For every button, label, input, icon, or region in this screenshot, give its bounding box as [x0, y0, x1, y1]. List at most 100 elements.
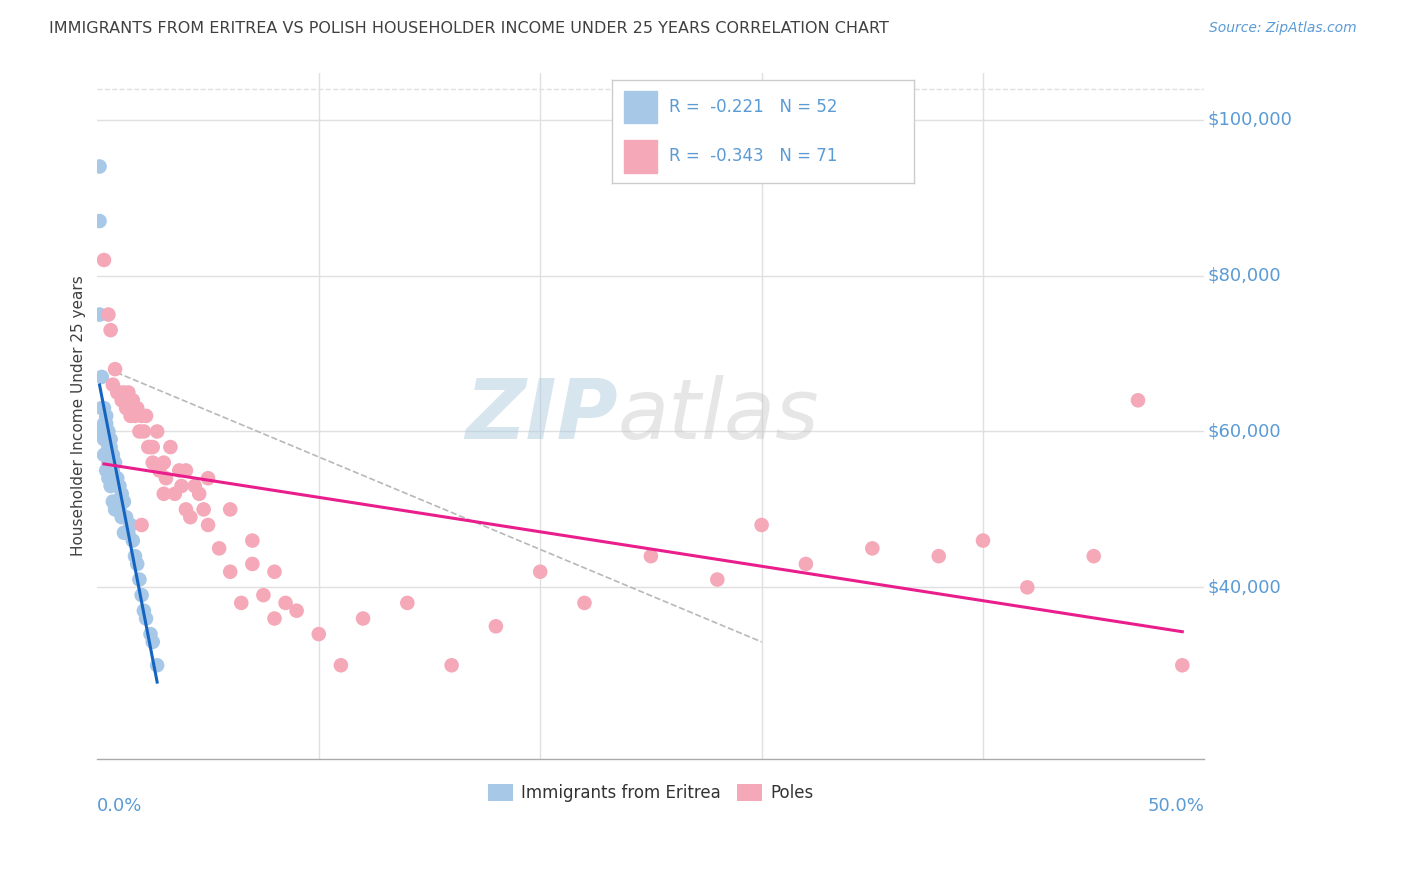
Point — [100, 456, 122, 470]
Point — [1126, 393, 1149, 408]
Point — [105, 494, 128, 508]
Point — [89, 160, 111, 174]
Point — [274, 596, 297, 610]
Point — [93, 432, 115, 446]
Point — [135, 611, 157, 625]
Point — [112, 494, 135, 508]
Point — [120, 409, 142, 423]
Point — [155, 471, 177, 485]
Point — [146, 425, 169, 439]
Point — [197, 471, 219, 485]
Point — [751, 518, 773, 533]
Point — [352, 611, 374, 625]
Point — [97, 471, 120, 485]
Point — [104, 362, 127, 376]
Point — [111, 487, 134, 501]
Point — [640, 549, 662, 563]
Y-axis label: Householder Income Under 25 years: Householder Income Under 25 years — [72, 276, 86, 557]
Point — [124, 409, 146, 423]
Point — [101, 494, 124, 508]
Point — [101, 448, 124, 462]
Point — [96, 417, 118, 431]
Point — [89, 214, 111, 228]
Point — [163, 487, 186, 501]
Point — [142, 635, 165, 649]
Point — [105, 471, 128, 485]
Point — [101, 377, 124, 392]
Point — [112, 525, 135, 540]
Point — [159, 440, 181, 454]
Point — [111, 510, 134, 524]
Point — [117, 385, 139, 400]
Text: $100,000: $100,000 — [1208, 111, 1292, 128]
Point — [219, 565, 242, 579]
Point — [252, 588, 274, 602]
Point — [93, 252, 115, 267]
Point — [128, 425, 150, 439]
Point — [136, 440, 159, 454]
Point — [100, 323, 122, 337]
Text: $60,000: $60,000 — [1208, 423, 1281, 441]
Point — [240, 533, 263, 548]
Point — [148, 463, 170, 477]
Point — [93, 417, 115, 431]
Bar — [624, 140, 657, 173]
Point — [308, 627, 330, 641]
Point — [132, 604, 155, 618]
Point — [96, 425, 118, 439]
Point — [111, 393, 134, 408]
Point — [97, 425, 120, 439]
Point — [928, 549, 950, 563]
Point — [124, 549, 146, 563]
Point — [101, 463, 124, 477]
Point — [142, 440, 165, 454]
Point — [142, 456, 165, 470]
Point — [112, 385, 135, 400]
Point — [139, 627, 162, 641]
Point — [97, 308, 120, 322]
Text: Source: ZipAtlas.com: Source: ZipAtlas.com — [1209, 21, 1357, 35]
Point — [1171, 658, 1194, 673]
Point — [96, 463, 118, 477]
Point — [93, 425, 115, 439]
Point — [135, 409, 157, 423]
Point — [1017, 580, 1039, 594]
Point — [184, 479, 207, 493]
Point — [108, 385, 131, 400]
Point — [179, 510, 201, 524]
Point — [188, 487, 211, 501]
Point — [146, 658, 169, 673]
Point — [97, 432, 120, 446]
Legend: Immigrants from Eritrea, Poles: Immigrants from Eritrea, Poles — [481, 777, 821, 809]
Point — [174, 502, 197, 516]
Point — [574, 596, 596, 610]
Point — [127, 401, 149, 415]
Point — [128, 573, 150, 587]
Text: 0.0%: 0.0% — [97, 797, 143, 814]
Text: 50.0%: 50.0% — [1147, 797, 1205, 814]
Point — [104, 471, 127, 485]
Text: ZIP: ZIP — [465, 376, 617, 457]
Point — [96, 409, 118, 423]
Point — [972, 533, 994, 548]
Point — [169, 463, 191, 477]
Point — [105, 385, 128, 400]
Text: atlas: atlas — [617, 376, 820, 457]
Bar — [624, 91, 657, 123]
Point — [93, 448, 115, 462]
Point — [108, 479, 131, 493]
Point — [706, 573, 728, 587]
Point — [152, 487, 174, 501]
Text: $40,000: $40,000 — [1208, 578, 1281, 597]
Point — [90, 370, 112, 384]
Text: R =  -0.221   N = 52: R = -0.221 N = 52 — [669, 98, 838, 116]
Point — [131, 518, 153, 533]
Point — [396, 596, 419, 610]
Point — [1083, 549, 1105, 563]
Point — [139, 440, 162, 454]
Point — [97, 456, 120, 470]
Point — [121, 533, 143, 548]
Point — [89, 308, 111, 322]
Point — [132, 425, 155, 439]
Point — [329, 658, 352, 673]
